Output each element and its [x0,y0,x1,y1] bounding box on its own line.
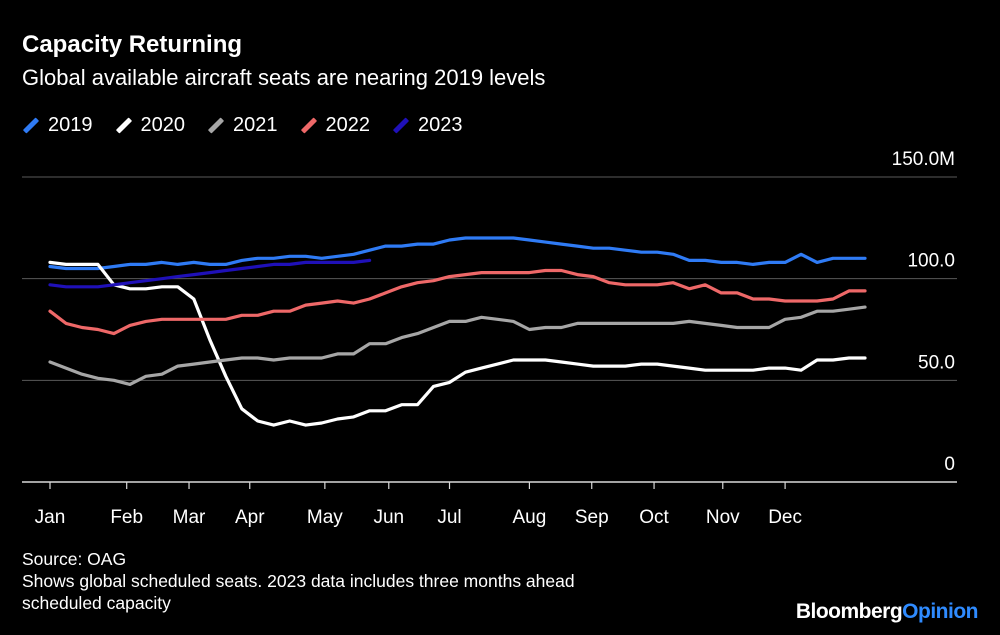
legend-item-2022: 2022 [300,114,371,137]
footnote-line-1: Shows global scheduled seats. 2023 data … [22,571,575,591]
x-tick-label-mar: Mar [173,507,206,528]
series-line-2021 [48,305,867,386]
legend-item-2021: 2021 [207,114,278,137]
legend-item-2023: 2023 [392,114,463,137]
series-line-2020 [48,260,867,427]
y-tick-label-50: 50.0 [918,352,955,373]
series-line-2019 [48,236,867,271]
y-tick-label-0: 0 [944,454,955,475]
brand-name: Bloomberg [795,600,903,623]
legend-label-2021: 2021 [233,114,278,136]
y-tick-label-100: 100.0 [907,251,955,272]
legend-item-2019: 2019 [22,114,93,137]
legend-label-2020: 2020 [140,114,186,136]
legend-item-2020: 2020 [115,114,186,137]
legend-label-2022: 2022 [325,114,371,136]
footer: Source: OAG Shows global scheduled seats… [22,548,575,614]
y-tick-label-150: 150.0M [892,149,955,170]
series-line-2022 [48,268,867,336]
x-tick-label-dec: Dec [768,507,802,528]
legend-label-2019: 2019 [48,114,93,136]
x-tick-label-sep: Sep [575,507,609,528]
x-tick-label-jul: Jul [437,507,461,528]
x-tick-label-nov: Nov [706,507,740,528]
brand-suffix: Opinion [902,600,978,623]
chart-title: Capacity Returning [22,31,243,58]
x-tick-label-feb: Feb [110,507,143,528]
footnote-line-2: scheduled capacity [22,593,171,613]
source-note: Source: OAG [22,549,127,569]
x-tick-label-aug: Aug [513,507,547,528]
bloomberg-opinion-logo: BloombergOpinion [795,600,979,624]
x-tick-label-oct: Oct [639,507,669,528]
chart-subtitle: Global available aircraft seats are near… [22,65,546,90]
legend-label-2023: 2023 [418,114,463,136]
x-tick-label-may: May [307,507,343,528]
series-line-2023 [48,258,372,289]
legend: 2019 2020 2021 2022 2023 [22,114,485,137]
x-tick-label-apr: Apr [235,507,265,528]
x-tick-label-jan: Jan [35,507,66,528]
x-tick-label-jun: Jun [373,507,404,528]
